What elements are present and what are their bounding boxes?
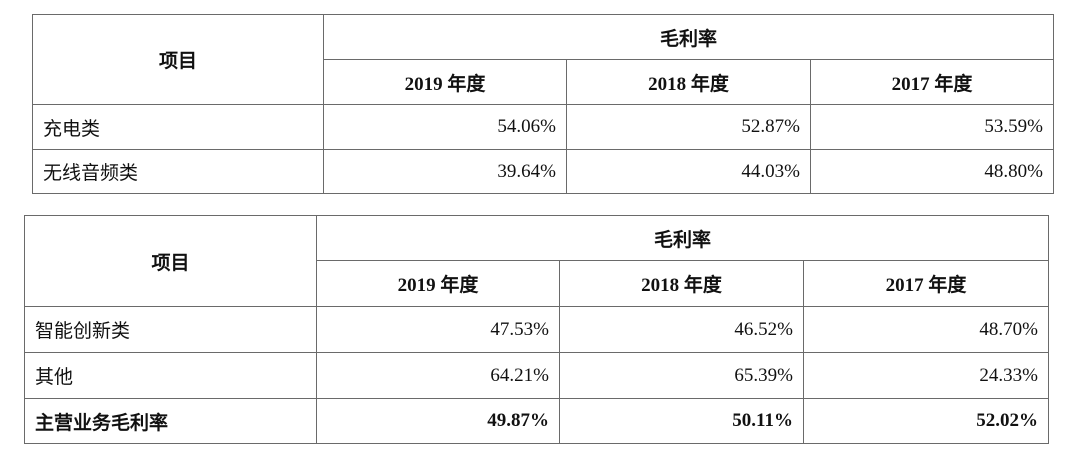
table-cell: 52.87% bbox=[566, 104, 811, 150]
table-cell: 其他 bbox=[24, 352, 317, 399]
table-cell: 53.59% bbox=[810, 104, 1054, 150]
header-cell: 2019 年度 bbox=[323, 59, 567, 105]
header-cell: 项目 bbox=[32, 14, 324, 105]
table-cell: 无线音频类 bbox=[32, 149, 324, 194]
table-cell: 充电类 bbox=[32, 104, 324, 150]
header-row: 项目 毛利率 bbox=[32, 14, 1054, 105]
header-cell: 毛利率 bbox=[323, 14, 1054, 60]
table-cell: 47.53% bbox=[316, 306, 560, 353]
table-row: 主营业务毛利率 49.87% 50.11% 52.02% bbox=[24, 398, 1049, 444]
table-cell: 48.70% bbox=[803, 306, 1049, 353]
table-row: 其他 64.21% 65.39% 24.33% bbox=[24, 352, 1049, 399]
table-cell: 50.11% bbox=[559, 398, 804, 444]
header-cell: 毛利率 bbox=[316, 215, 1049, 261]
table-cell: 39.64% bbox=[323, 149, 567, 194]
table-cell: 44.03% bbox=[566, 149, 811, 194]
table-cell: 49.87% bbox=[316, 398, 560, 444]
table-row: 无线音频类 39.64% 44.03% 48.80% bbox=[32, 149, 1054, 194]
table-row: 充电类 54.06% 52.87% 53.59% bbox=[32, 104, 1054, 150]
table-cell: 46.52% bbox=[559, 306, 804, 353]
header-cell: 2017 年度 bbox=[803, 260, 1049, 307]
table-cell: 54.06% bbox=[323, 104, 567, 150]
header-row: 2019 年度 2018 年度 2017 年度 bbox=[25, 260, 1049, 307]
table-cell: 24.33% bbox=[803, 352, 1049, 399]
data-table: 项目 毛利率 2019 年度 2018 年度 2017 年度 智能创新类 47.53% 46.… bbox=[24, 215, 1049, 444]
data-table: 项目 毛利率 2019 年度 2018 年度 2017 年度 充电类 54.06% 52.87… bbox=[32, 14, 1054, 194]
header-cell: 2019 年度 bbox=[316, 260, 560, 307]
table-body: 项目 毛利率 2019 年度 2018 年度 2017 年度 智能创新类 47.53% 46.… bbox=[24, 215, 1049, 444]
table-cell: 65.39% bbox=[559, 352, 804, 399]
table-cell: 主营业务毛利率 bbox=[24, 398, 317, 444]
header-cell: 2018 年度 bbox=[566, 59, 811, 105]
header-row: 项目 毛利率 bbox=[24, 215, 1049, 307]
table-cell: 52.02% bbox=[803, 398, 1049, 444]
table-cell: 64.21% bbox=[316, 352, 560, 399]
table-cell: 智能创新类 bbox=[24, 306, 317, 353]
table-cell: 48.80% bbox=[810, 149, 1054, 194]
header-cell: 项目 bbox=[24, 215, 317, 307]
table-row: 智能创新类 47.53% 46.52% 48.70% bbox=[24, 306, 1049, 353]
header-cell: 2017 年度 bbox=[810, 59, 1054, 105]
header-row: 2019 年度 2018 年度 2017 年度 bbox=[33, 59, 1054, 105]
table-body: 项目 毛利率 2019 年度 2018 年度 2017 年度 充电类 54.06% 52.87… bbox=[32, 14, 1054, 194]
header-cell: 2018 年度 bbox=[559, 260, 804, 307]
